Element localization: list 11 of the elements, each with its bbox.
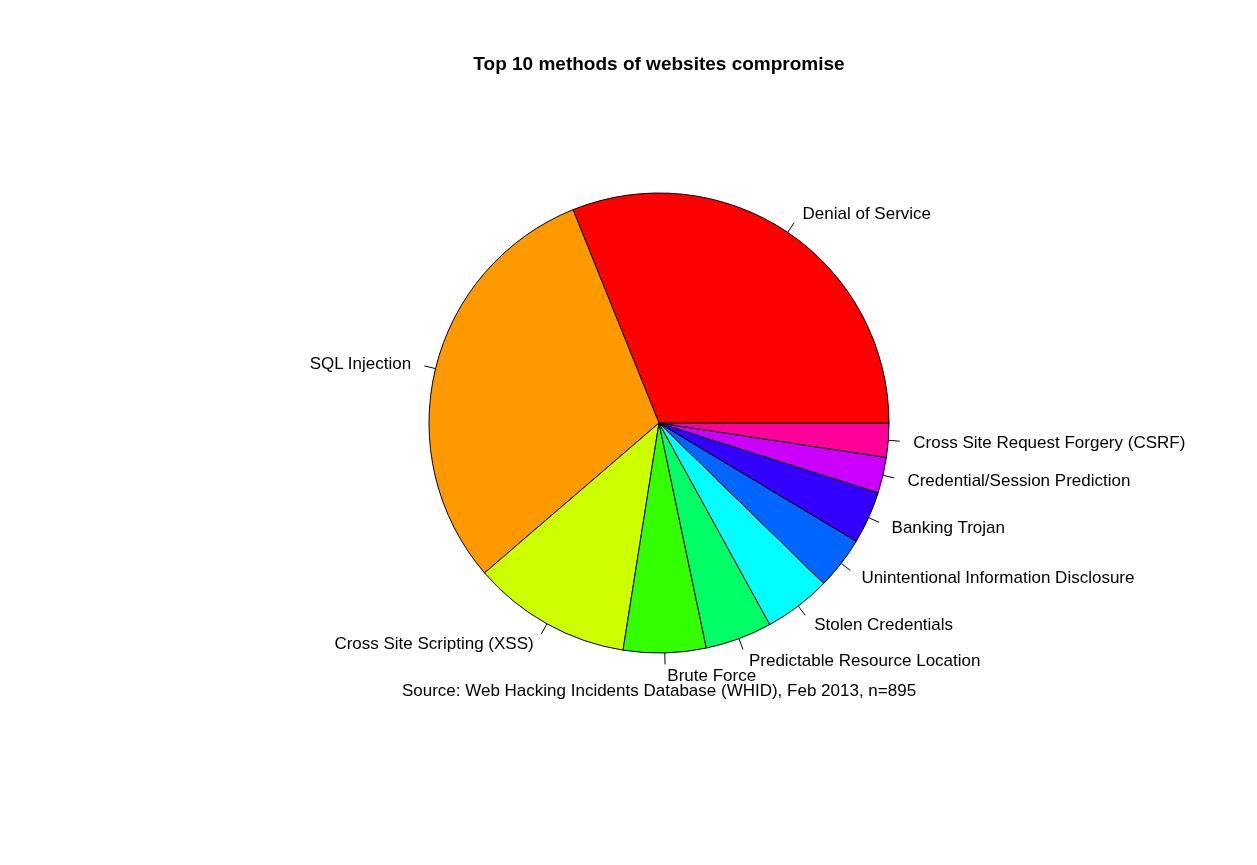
slice-label: Denial of Service bbox=[802, 203, 932, 223]
source-note: Source: Web Hacking Incidents Database (WHID), Feb 2013, n=895 bbox=[401, 681, 917, 700]
chart-title: Top 10 methods of websites compromise bbox=[473, 53, 845, 74]
slice-label: Banking Trojan bbox=[891, 517, 1005, 537]
slice-label: Predictable Resource Location bbox=[748, 650, 981, 670]
slice-label: Cross Site Request Forgery (CSRF) bbox=[913, 432, 1186, 452]
slice-label: Stolen Credentials bbox=[814, 614, 954, 634]
slice-label: SQL Injection bbox=[309, 353, 412, 373]
slice-label: Unintentional Information Disclosure bbox=[861, 567, 1135, 587]
slice-label: Credential/Session Prediction bbox=[907, 471, 1131, 491]
slice-label: Cross Site Scripting (XSS) bbox=[334, 634, 534, 654]
